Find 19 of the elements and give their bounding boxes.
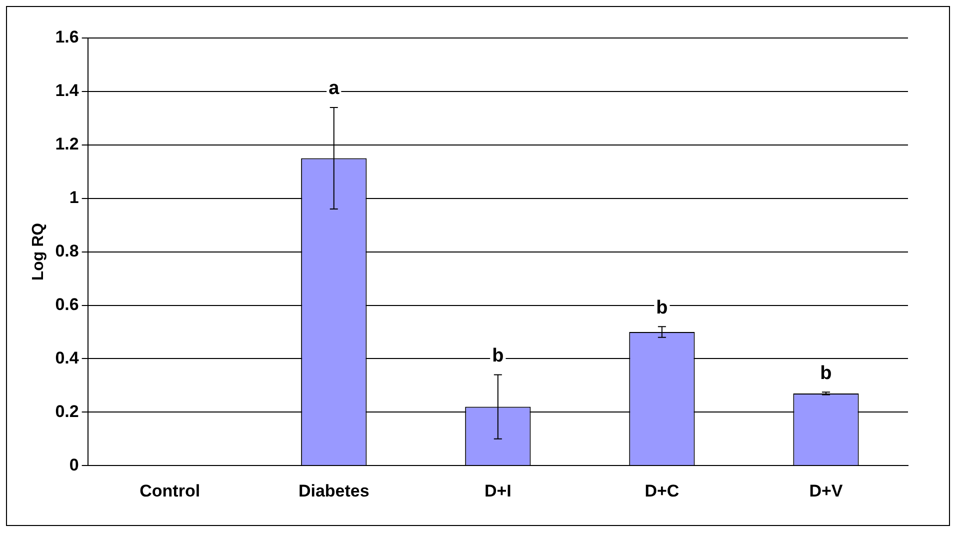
x-tick-label: D+V: [809, 481, 844, 500]
y-axis-title: Log RQ: [30, 222, 48, 281]
x-tick-label: Control: [140, 481, 200, 500]
y-tick-label: 1: [69, 188, 79, 208]
y-tick-label: 0.8: [55, 241, 79, 260]
y-tick-label: 1.2: [55, 134, 79, 154]
y-tick-label: 0.4: [55, 348, 80, 368]
y-tick-label: 1.6: [55, 28, 79, 47]
annotation: b: [820, 362, 832, 384]
x-tick-label: Diabetes: [298, 481, 370, 500]
y-tick-label: 0.2: [55, 402, 79, 421]
y-tick-label: 1.4: [55, 81, 80, 100]
x-tick-label: D+C: [644, 481, 680, 500]
annotation: b: [492, 345, 504, 366]
x-tick-label: D+I: [484, 481, 512, 500]
annotation: b: [656, 297, 668, 318]
y-tick-label: 0.6: [55, 294, 79, 314]
y-tick-label: 0: [69, 455, 79, 474]
annotation: a: [328, 78, 340, 100]
